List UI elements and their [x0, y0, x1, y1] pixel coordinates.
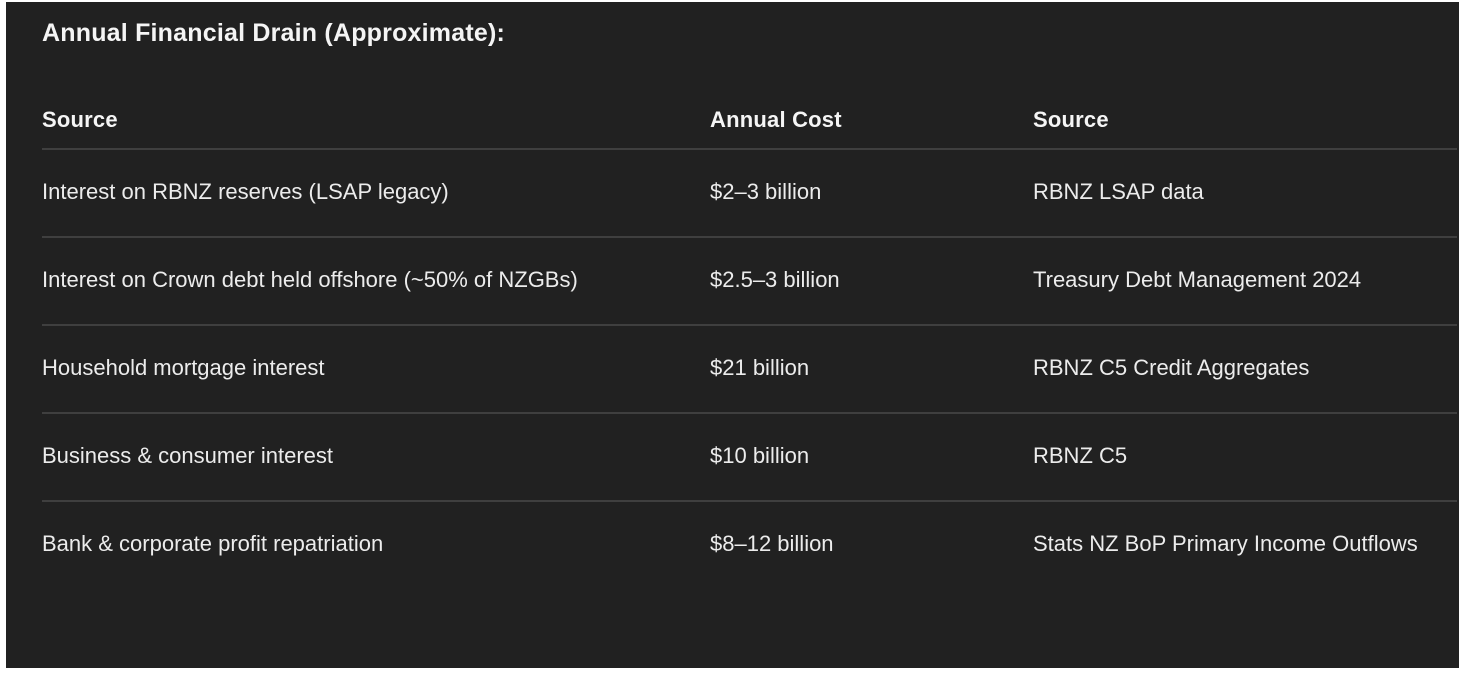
source-cell: Interest on RBNZ reserves (LSAP legacy): [42, 179, 449, 204]
reference-cell: Stats NZ BoP Primary Income Outflows: [1033, 500, 1457, 588]
column-header-source-2: Source: [1033, 98, 1457, 150]
table-row: Business & consumer interest $10 billion…: [42, 412, 1457, 501]
content-panel: Annual Financial Drain (Approximate): So…: [6, 2, 1459, 668]
source-cell: Bank & corporate profit repatriation: [42, 500, 710, 588]
source-cell: Business & consumer interest: [42, 412, 710, 501]
table-header-row: Source Annual Cost Source: [42, 98, 1457, 150]
table-row: Interest on Crown debt held offshore (~5…: [42, 236, 1457, 325]
financial-drain-table: Source Annual Cost Source Interest on RB…: [42, 98, 1457, 588]
reference-cell: RBNZ LSAP data: [1033, 179, 1204, 204]
source-cell: Interest on Crown debt held offshore (~5…: [42, 236, 710, 325]
reference-cell: Treasury Debt Management 2024: [1033, 236, 1457, 325]
column-header-source: Source: [42, 98, 710, 150]
reference-cell: RBNZ C5 Credit Aggregates: [1033, 324, 1457, 413]
cost-cell: $10 billion: [710, 412, 1033, 501]
page-title: Annual Financial Drain (Approximate):: [42, 19, 506, 47]
cost-cell: $2.5–3 billion: [710, 236, 1033, 325]
reference-cell: RBNZ C5: [1033, 412, 1457, 501]
table-row: Interest on RBNZ reserves (LSAP legacy) …: [42, 149, 1457, 237]
cost-cell: $2–3 billion: [710, 179, 822, 204]
table-row: Bank & corporate profit repatriation $8–…: [42, 500, 1457, 588]
column-header-annual-cost: Annual Cost: [710, 98, 1033, 150]
cost-cell: $8–12 billion: [710, 500, 1033, 588]
cost-cell: $21 billion: [710, 324, 1033, 413]
table-row: Household mortgage interest $21 billion …: [42, 324, 1457, 413]
source-cell: Household mortgage interest: [42, 324, 710, 413]
